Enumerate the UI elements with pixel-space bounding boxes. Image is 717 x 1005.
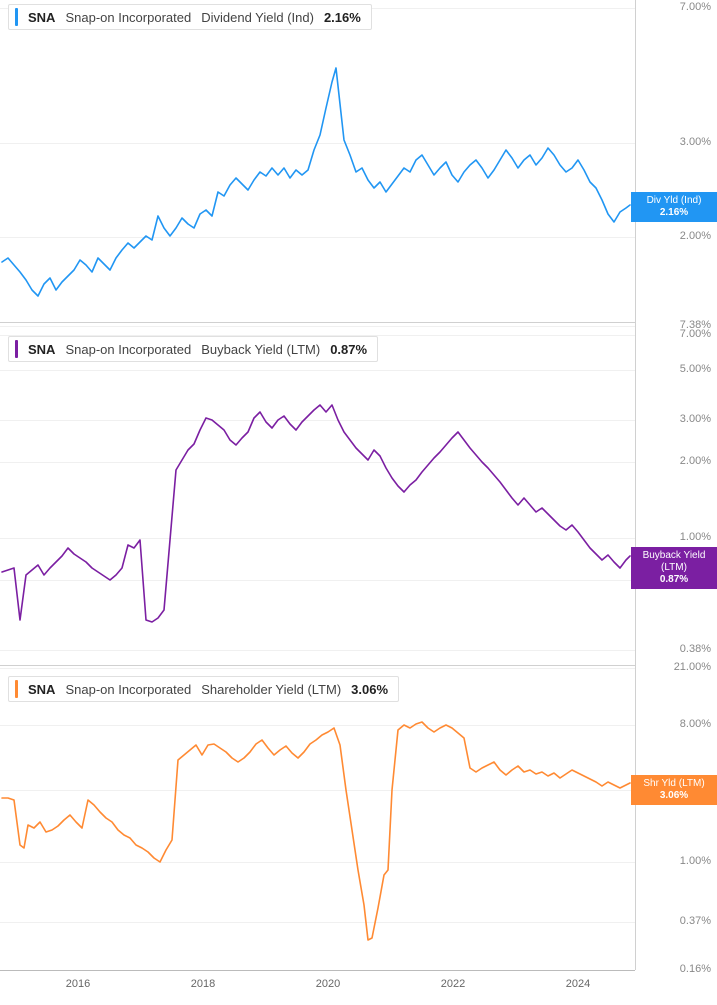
legend-company: Snap-on Incorporated	[65, 342, 191, 357]
legend-company: Snap-on Incorporated	[65, 10, 191, 25]
badge-value: 2.16%	[631, 207, 717, 219]
shareholder_yield-chart	[0, 0, 635, 1005]
x-axis-label: 2016	[66, 978, 90, 990]
buyback_yield-legend[interactable]: SNA Snap-on Incorporated Buyback Yield (LT…	[8, 336, 378, 362]
legend-color-bar	[15, 8, 18, 26]
badge-value: 0.87%	[631, 574, 717, 586]
div_yield-badge: Div Yld (Ind)2.16%	[631, 192, 717, 222]
buyback_yield-badge: Buyback Yield (LTM)0.87%	[631, 547, 717, 589]
y-axis-label: 8.00%	[678, 718, 713, 730]
shareholder_yield-badge: Shr Yld (LTM)3.06%	[631, 775, 717, 805]
legend-company: Snap-on Incorporated	[65, 682, 191, 697]
y-axis-label: 1.00%	[678, 531, 713, 543]
legend-ticker: SNA	[28, 682, 55, 697]
y-axis-label: 0.37%	[678, 915, 713, 927]
y-axis-label: 3.00%	[678, 136, 713, 148]
y-axis-label: 2.00%	[678, 230, 713, 242]
y-axis-label: 1.00%	[678, 855, 713, 867]
legend-value: 2.16%	[324, 10, 361, 25]
x-axis-label: 2018	[191, 978, 215, 990]
div_yield-legend[interactable]: SNA Snap-on Incorporated Dividend Yield (I…	[8, 4, 372, 30]
legend-value: 3.06%	[351, 682, 388, 697]
y-axis-label: 21.00%	[672, 661, 713, 673]
badge-value: 3.06%	[631, 790, 717, 802]
x-axis-label: 2024	[566, 978, 590, 990]
y-axis-label: 0.38%	[678, 643, 713, 655]
y-axis-label: 2.00%	[678, 455, 713, 467]
legend-color-bar	[15, 340, 18, 358]
x-axis-label: 2022	[441, 978, 465, 990]
y-axis-label: 7.00%	[678, 328, 713, 340]
right-axis-border	[635, 0, 636, 970]
legend-color-bar	[15, 680, 18, 698]
y-axis-label: 0.16%	[678, 963, 713, 975]
y-axis-label: 7.00%	[678, 1, 713, 13]
x-axis-label: 2020	[316, 978, 340, 990]
legend-metric: Dividend Yield (Ind)	[201, 10, 314, 25]
x-axis-line	[0, 970, 635, 971]
legend-metric: Buyback Yield (LTM)	[201, 342, 320, 357]
legend-metric: Shareholder Yield (LTM)	[201, 682, 341, 697]
legend-value: 0.87%	[330, 342, 367, 357]
badge-title: Shr Yld (LTM)	[631, 778, 717, 790]
shareholder_yield-legend[interactable]: SNA Snap-on Incorporated Shareholder Yield…	[8, 676, 399, 702]
y-axis-label: 3.00%	[678, 413, 713, 425]
y-axis-label: 5.00%	[678, 363, 713, 375]
legend-ticker: SNA	[28, 10, 55, 25]
badge-title: Buyback Yield (LTM)	[631, 550, 717, 574]
badge-title: Div Yld (Ind)	[631, 195, 717, 207]
legend-ticker: SNA	[28, 342, 55, 357]
